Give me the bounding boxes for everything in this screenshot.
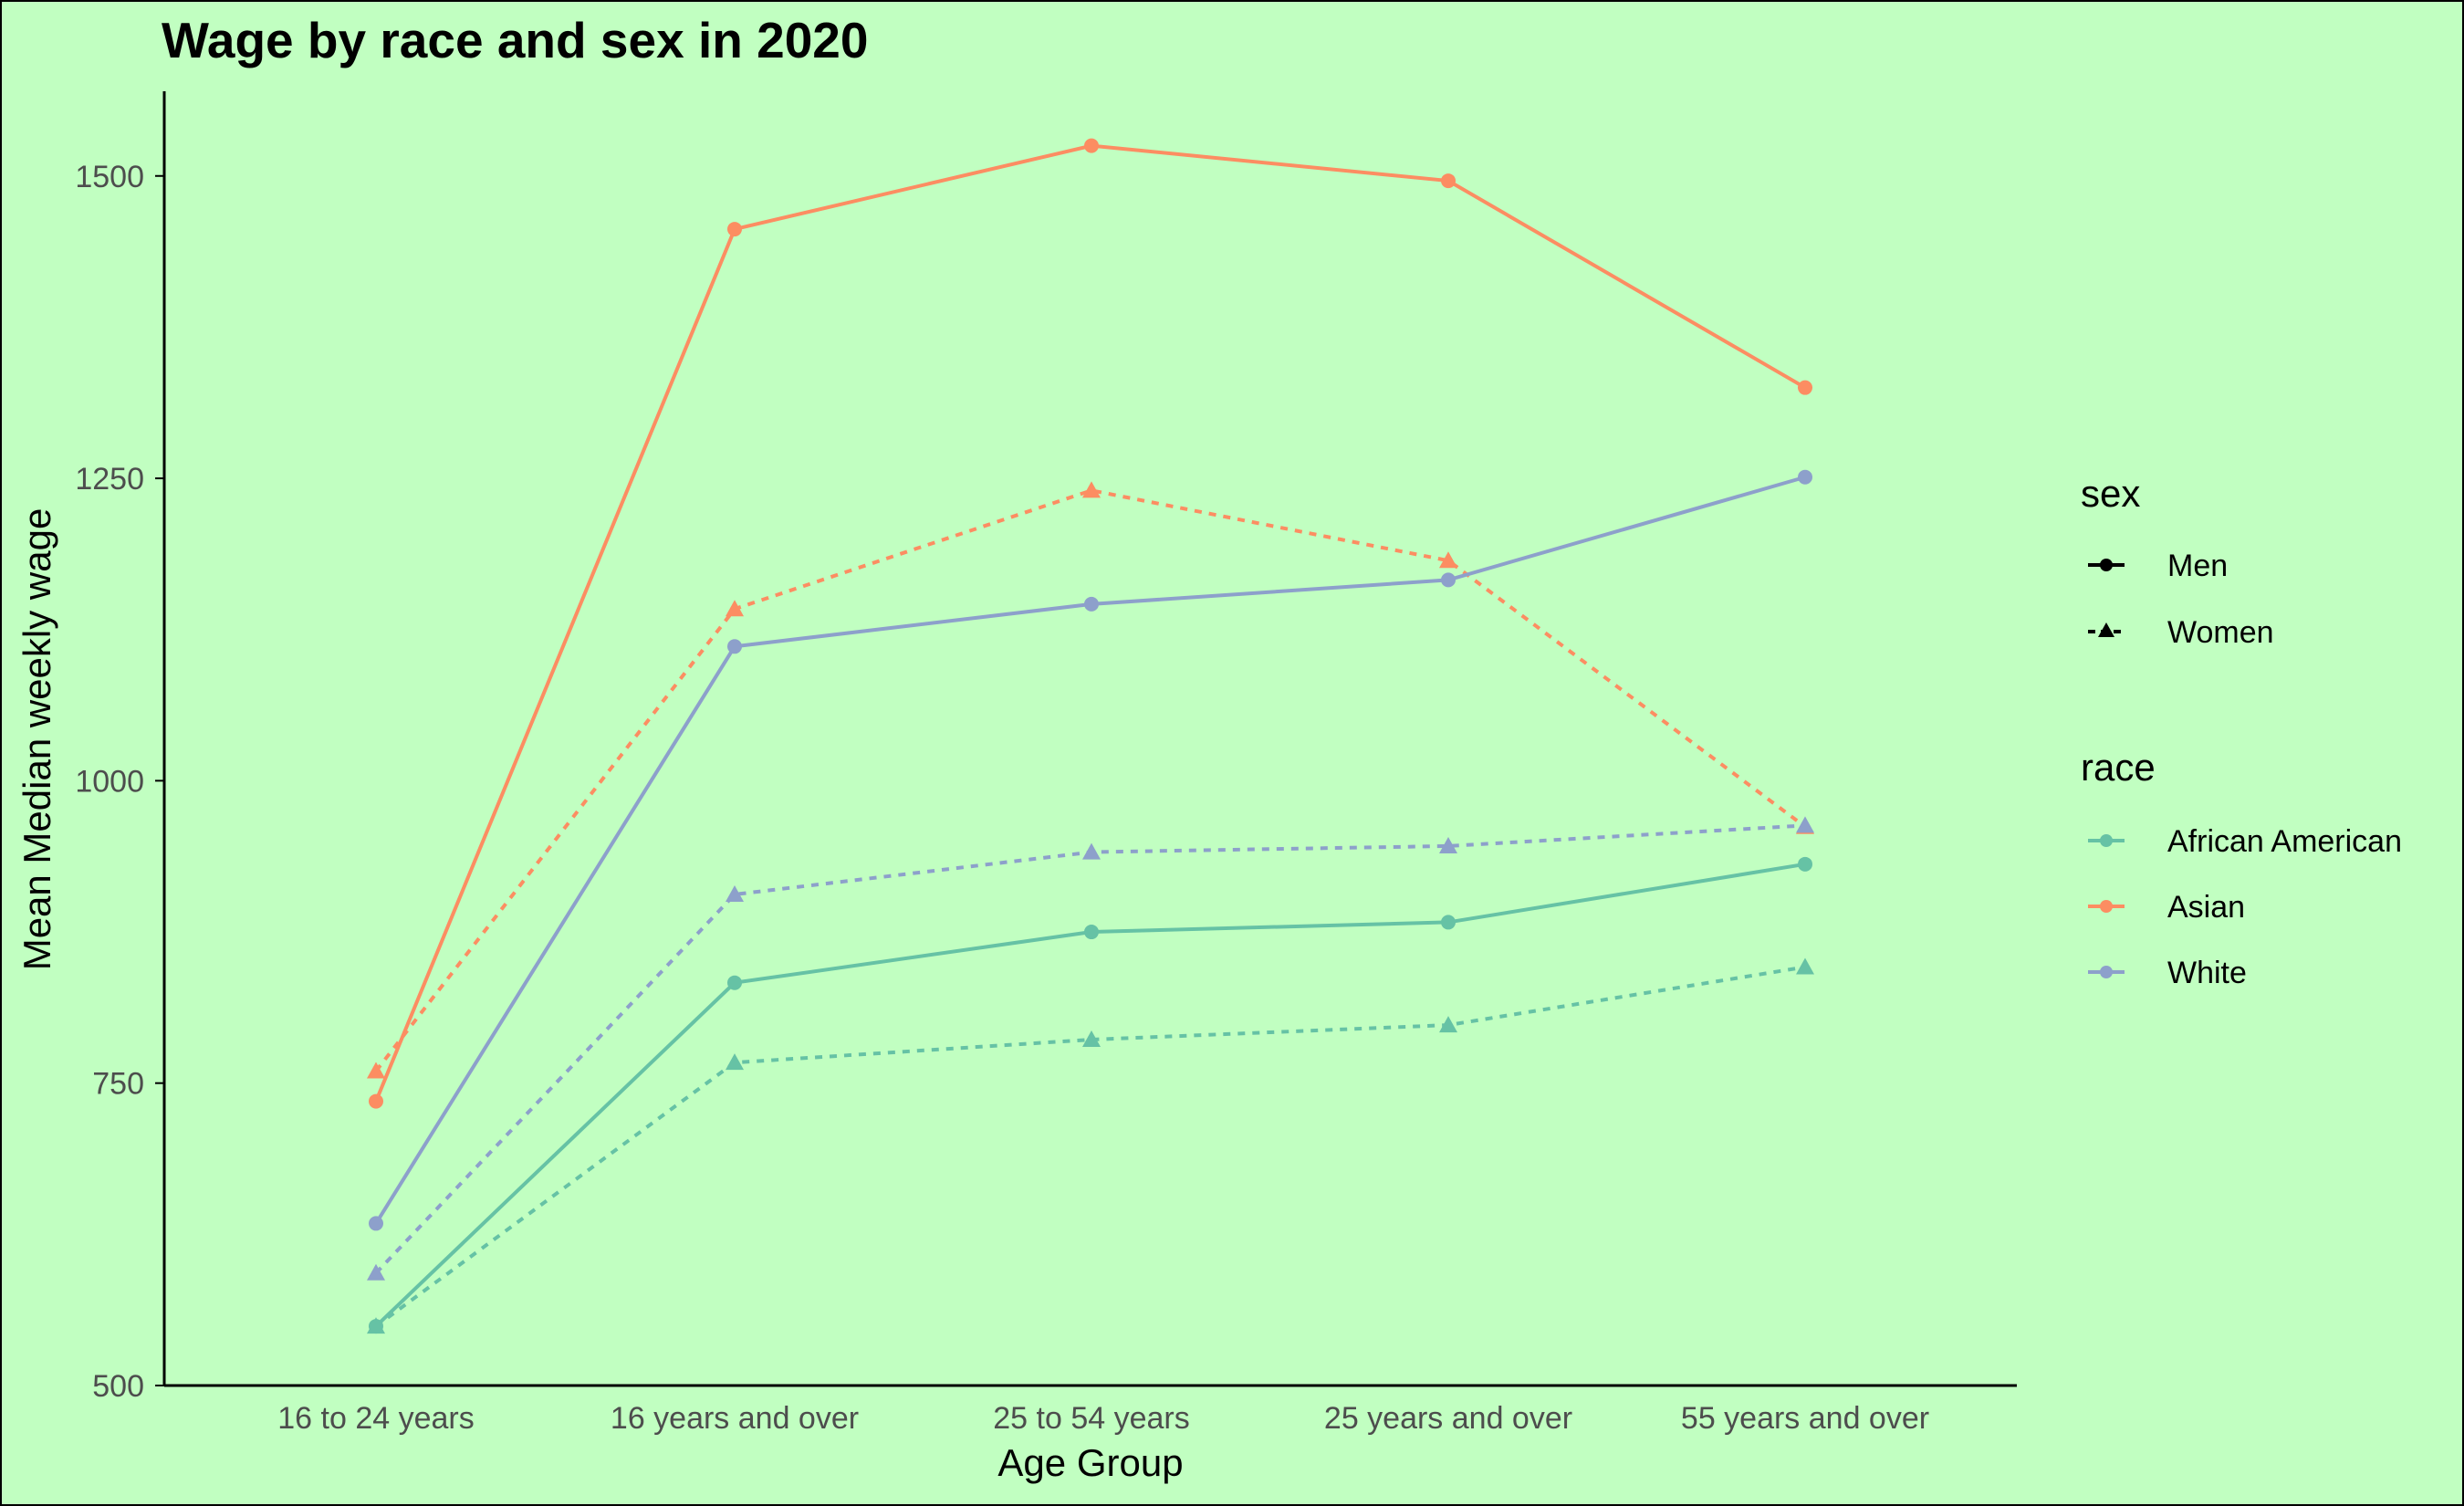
legend-label-asian: Asian [2167,890,2245,925]
data-point-asian-men [1084,138,1099,153]
data-point-asian-men [727,222,742,237]
data-point-african-american-women [1796,957,1814,975]
axes [162,91,2017,1387]
series-line-asian-men [374,143,1807,1103]
legend-item-african-american: African American [2088,824,2402,859]
legend-african-american-swatch-icon [2100,834,2113,847]
x-tick-label: 25 to 54 years [993,1401,1189,1436]
legend-label-men: Men [2167,549,2228,583]
x-tick-label: 25 years and over [1324,1401,1572,1436]
data-point-african-american-men [1441,915,1456,930]
y-tick-label: 1250 [75,462,144,497]
legend-item-white: White [2088,956,2247,990]
data-point-white-men [727,639,742,654]
legend-item-men: Men [2088,549,2228,583]
y-ticks: 500 750 1000 1250 1500 [75,160,164,1404]
data-point-asian-men [1798,380,1812,395]
x-tick-label: 16 years and over [611,1401,859,1436]
data-point-white-men [369,1216,383,1231]
legend-race-title: race [2081,746,2156,789]
series-asian-women [367,481,1814,1079]
legend-item-women: Women [2088,615,2274,650]
data-point-asian-women [367,1062,385,1079]
series-white-women [367,816,1814,1281]
data-point-african-american-women [1082,1030,1101,1047]
data-point-african-american-women [726,1053,744,1071]
data-point-african-american-women [367,1317,385,1334]
series-line-white-women [374,823,1806,1275]
x-ticks: 16 to 24 years 16 years and over 25 to 54 … [277,1401,1929,1436]
chart-title: Wage by race and sex in 2020 [162,12,868,68]
legend-men-circle-icon [2100,559,2113,571]
series-line-african-american-women [374,965,1806,1328]
data-point-white-women [367,1263,385,1281]
series-layer [367,138,1814,1334]
y-tick-label: 500 [92,1369,144,1404]
legend-women-triangle-icon [2098,622,2114,637]
legend-label-women: Women [2167,615,2274,650]
data-point-white-women [1439,836,1457,853]
y-axis-title: Mean Median weekly wage [16,508,58,971]
data-point-white-women [1796,816,1814,833]
y-tick-label: 1000 [75,764,144,799]
data-point-african-american-men [1798,856,1812,872]
series-african-american-men [369,856,1812,1334]
series-white-men [369,469,1812,1231]
legend-label-african-american: African American [2167,824,2402,859]
x-tick-label: 16 to 24 years [277,1401,474,1436]
data-point-white-women [726,884,744,902]
data-point-african-american-women [1439,1016,1457,1033]
legend-asian-swatch-icon [2100,900,2113,913]
data-point-white-men [1084,596,1099,612]
legend-race: race African American Asian White [2081,746,2402,990]
series-asian-men [369,138,1812,1109]
data-point-african-american-men [1084,925,1099,940]
data-point-white-women [1082,842,1101,860]
legend-sex-title: sex [2081,472,2140,515]
legend-sex: sex Men Women [2081,472,2274,650]
legend-item-asian: Asian [2088,890,2245,925]
data-point-asian-women [1082,481,1101,498]
x-tick-label: 55 years and over [1681,1401,1929,1436]
x-axis-title: Age Group [997,1441,1183,1484]
y-tick-label: 750 [92,1067,144,1102]
series-african-american-women [367,957,1814,1334]
data-point-white-men [1798,469,1812,485]
data-point-asian-men [369,1093,383,1109]
y-tick-label: 1500 [75,160,144,194]
data-point-white-men [1441,572,1456,588]
data-point-asian-men [1441,173,1456,189]
legend-label-white: White [2167,956,2247,990]
data-point-asian-women [1439,551,1457,569]
legend-white-swatch-icon [2100,966,2113,978]
data-point-african-american-men [727,975,742,990]
data-point-asian-women [726,600,744,617]
